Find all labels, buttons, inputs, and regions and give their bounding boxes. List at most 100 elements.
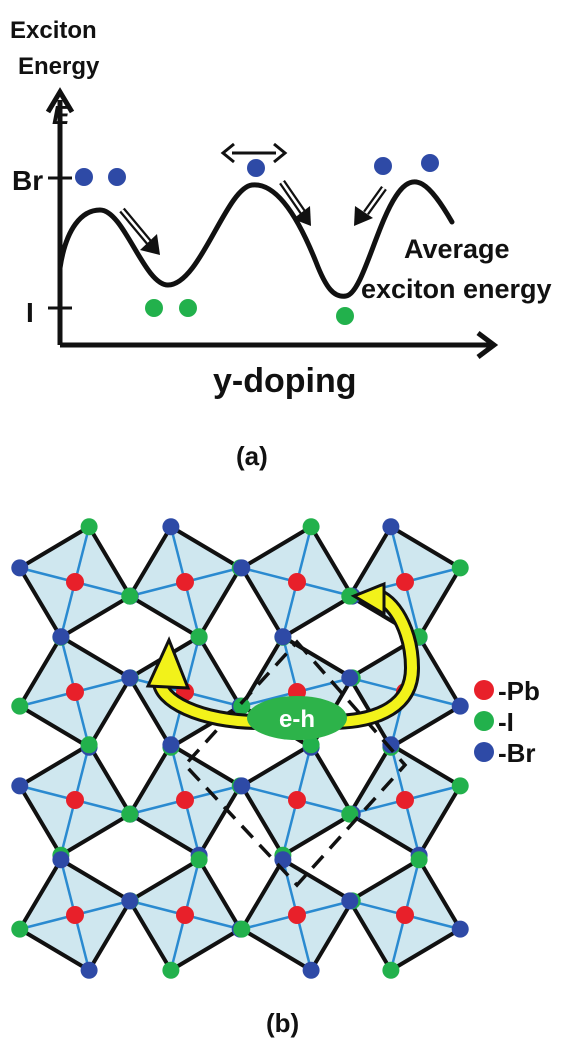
panel-b: e-h -Pb -I -Br (b) xyxy=(11,518,540,1038)
pb-halide-bond xyxy=(404,784,461,802)
i-atom-1 xyxy=(145,299,163,317)
i-atom xyxy=(121,587,139,605)
br-atom xyxy=(52,851,70,869)
pb-halide-bond xyxy=(74,676,131,694)
pb-halide-bond xyxy=(19,784,76,802)
pb-halide-bond xyxy=(403,799,421,856)
hop-arrow-3 xyxy=(354,185,387,226)
pb-halide-bond xyxy=(183,799,201,856)
pb-halide-bond xyxy=(281,859,299,916)
br-atom-4 xyxy=(374,157,392,175)
i-atom xyxy=(341,805,359,823)
x-axis-arrowhead xyxy=(476,331,499,359)
pb-halide-bond xyxy=(281,636,299,693)
pb-atom xyxy=(396,906,414,924)
pb-halide-bond xyxy=(184,566,241,584)
br-atom-1 xyxy=(75,168,93,186)
br-atom xyxy=(382,518,400,536)
pb-halide-bond xyxy=(59,636,77,693)
pb-halide-bond xyxy=(404,913,461,931)
pb-halide-bond xyxy=(295,914,313,971)
legend-i-marker xyxy=(474,711,494,731)
br-atom xyxy=(162,736,180,754)
tick-label-i: I xyxy=(26,297,34,328)
pb-halide-bond xyxy=(169,914,187,971)
title-line1: Exciton xyxy=(10,17,97,44)
pb-halide-bond xyxy=(241,913,298,931)
circulation-arrow xyxy=(145,581,421,730)
pb-halide-bond xyxy=(389,526,407,583)
br-atom xyxy=(341,892,359,910)
annotation-line2: exciton energy xyxy=(361,274,552,304)
pb-halide-bond xyxy=(241,566,298,584)
pb-atom xyxy=(288,906,306,924)
pb-atom xyxy=(176,906,194,924)
pb-halide-bond xyxy=(183,859,201,916)
caption-a: (a) xyxy=(236,441,268,471)
double-arrow xyxy=(220,142,288,164)
i-atom xyxy=(302,518,320,536)
hop-arrow-2 xyxy=(279,180,311,226)
eh-ellipse xyxy=(247,696,347,740)
pb-halide-bond xyxy=(295,526,313,583)
pb-halide-bond xyxy=(73,526,91,583)
pb-atom xyxy=(66,791,84,809)
br-atom xyxy=(451,920,469,938)
pb-halide-bond xyxy=(404,566,461,584)
br-atom xyxy=(11,559,29,577)
legend-pb-marker xyxy=(474,680,494,700)
i-atom xyxy=(11,697,29,715)
exciton-energy-curve xyxy=(57,179,455,299)
i-atom xyxy=(80,518,98,536)
i-atom xyxy=(121,805,139,823)
pb-halide-bond xyxy=(73,914,91,971)
legend-br-label: -Br xyxy=(498,738,536,768)
i-atom xyxy=(341,587,359,605)
hop-arrow-1 xyxy=(119,207,160,255)
pb-atom xyxy=(288,573,306,591)
i-atom xyxy=(302,736,320,754)
br-atom xyxy=(52,628,70,646)
title-line2: Energy xyxy=(18,53,100,80)
pb-halide-bond xyxy=(74,580,131,598)
eh-label: e-h xyxy=(279,706,315,733)
i-atom-3 xyxy=(336,307,354,325)
pb-halide-bond xyxy=(129,899,186,917)
pb-halide-bond xyxy=(19,690,76,708)
legend: -Pb -I -Br xyxy=(474,676,540,768)
br-atom xyxy=(121,892,139,910)
i-atom xyxy=(451,777,469,795)
br-atom xyxy=(274,628,292,646)
pb-halide-bond xyxy=(19,913,76,931)
pb-halide-bond xyxy=(59,799,77,856)
br-atom xyxy=(162,518,180,536)
legend-br-marker xyxy=(474,742,494,762)
pb-halide-bond xyxy=(241,690,298,708)
pb-atom xyxy=(66,573,84,591)
br-atom xyxy=(341,669,359,687)
i-atom xyxy=(162,961,180,979)
pb-halide-bond xyxy=(403,581,421,638)
br-atom xyxy=(451,697,469,715)
legend-i-label: -I xyxy=(498,707,514,737)
caption-b: (b) xyxy=(266,1008,299,1038)
tick-label-br: Br xyxy=(12,165,43,196)
x-axis-label: y-doping xyxy=(213,362,357,400)
i-atom xyxy=(233,920,251,938)
pb-halide-bond xyxy=(184,913,241,931)
pb-atom xyxy=(396,791,414,809)
br-atom xyxy=(11,777,29,795)
pb-halide-bond xyxy=(241,784,298,802)
pb-halide-bond xyxy=(403,859,421,916)
pb-atom xyxy=(66,683,84,701)
pb-halide-bond xyxy=(59,859,77,916)
i-atom xyxy=(451,559,469,577)
pb-halide-bond xyxy=(389,914,407,971)
perovskite-lattice xyxy=(11,518,469,979)
pb-halide-bond xyxy=(281,581,299,638)
y-axis-arrowhead xyxy=(45,87,75,114)
i-atom xyxy=(80,736,98,754)
pb-halide-bond xyxy=(129,798,186,816)
pb-halide-bond xyxy=(74,899,131,917)
